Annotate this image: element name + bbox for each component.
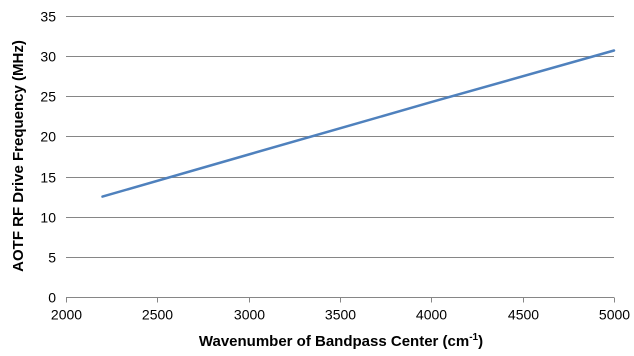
y-tick-label: 35 [40,9,56,25]
x-tick-label: 2000 [51,307,82,323]
x-axis-title: Wavenumber of Bandpass Center (cm-1) [199,332,483,350]
y-tick-label: 25 [40,89,56,105]
y-tick-label: 30 [40,49,56,65]
axes [66,297,615,303]
y-tick-label: 15 [40,170,56,186]
y-tick-label: 20 [40,129,56,145]
x-tick-label: 5000 [599,307,630,323]
series-layer [101,49,616,198]
series-line [101,49,616,198]
y-axis-title: AOTF RF Drive Frequency (MHz) [10,40,27,272]
x-tick-label: 4000 [416,307,447,323]
x-axis-title-main: Wavenumber of Bandpass Center (cm [199,333,469,350]
x-tick-labels: 2000 2500 3000 3500 4000 4500 5000 [51,307,630,323]
x-tick-label: 3500 [325,307,356,323]
y-tick-labels: 0 5 10 15 20 25 30 35 [40,9,56,306]
x-tick-label: 3000 [234,307,265,323]
x-axis-title-superscript: -1 [469,332,478,343]
y-tick-label: 10 [40,210,56,226]
x-axis-title-close: ) [478,333,483,350]
y-tick-label: 0 [48,290,56,306]
gridlines [66,16,614,258]
y-tick-label: 5 [48,250,56,266]
x-tick-label: 4500 [508,307,539,323]
x-tick-label: 2500 [142,307,173,323]
